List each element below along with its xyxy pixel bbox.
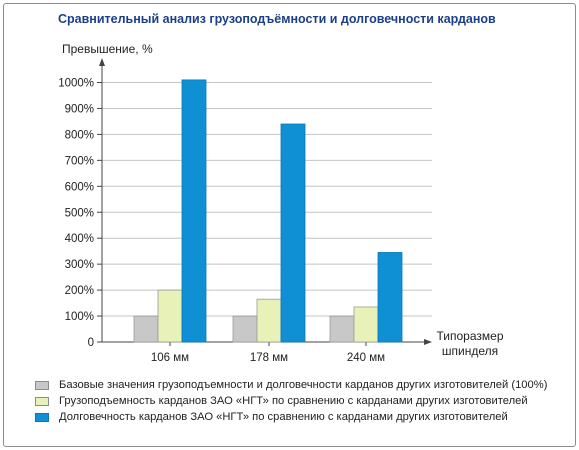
bar (280, 123, 306, 343)
bar (232, 315, 258, 343)
x-axis-title-line: шпинделя (442, 344, 498, 358)
legend-label: Грузоподъемность карданов ЗАО «НГТ» по с… (59, 395, 528, 407)
y-tick-label: 500% (65, 207, 94, 219)
legend-swatch (35, 396, 49, 406)
bar (157, 289, 183, 343)
y-tick-label: 0 (88, 337, 94, 349)
legend-item: Грузоподъемность карданов ЗАО «НГТ» по с… (35, 393, 547, 409)
y-tick-label: 900% (65, 103, 94, 115)
y-tick-label: 800% (65, 129, 94, 141)
legend-swatch (35, 380, 49, 390)
x-tick-label: 240 мм (347, 352, 385, 364)
bar (377, 252, 403, 343)
x-axis-arrow (424, 339, 432, 345)
y-tick-label: 1000% (58, 78, 94, 90)
bar (256, 298, 282, 343)
bar (133, 315, 159, 343)
y-tick-label: 300% (65, 259, 94, 271)
chart-title: Сравнительный анализ грузоподъёмности и … (58, 12, 496, 26)
legend-swatch (35, 412, 49, 422)
y-axis-title: Превышение, % (62, 42, 153, 56)
y-axis-arrow (99, 58, 105, 66)
y-tick-label: 700% (65, 155, 94, 167)
y-tick-label: 200% (65, 285, 94, 297)
x-axis-title-line: Типоразмер (437, 329, 504, 343)
x-tick-label: 178 мм (250, 352, 288, 364)
y-tick-label: 600% (65, 181, 94, 193)
legend-item: Базовые значения грузоподъемности и долг… (35, 377, 547, 393)
bar (181, 79, 207, 343)
chart-legend: Базовые значения грузоподъемности и долг… (35, 377, 547, 425)
legend-label: Долговечность карданов ЗАО «НГТ» по срав… (59, 411, 508, 423)
bar (353, 306, 379, 343)
y-tick-label: 100% (65, 311, 94, 323)
legend-label: Базовые значения грузоподъемности и долг… (59, 379, 548, 391)
y-tick-label: 400% (65, 233, 94, 245)
bar (329, 315, 355, 343)
x-tick-label: 106 мм (151, 352, 189, 364)
legend-item: Долговечность карданов ЗАО «НГТ» по срав… (35, 409, 547, 425)
